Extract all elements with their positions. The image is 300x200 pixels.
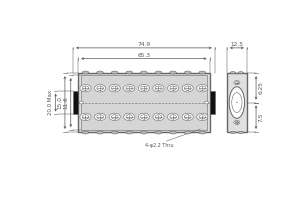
Ellipse shape (82, 131, 89, 134)
Ellipse shape (82, 71, 89, 74)
Circle shape (199, 115, 206, 119)
Text: 15.0: 15.0 (57, 96, 62, 109)
Circle shape (124, 85, 135, 92)
Circle shape (155, 115, 162, 119)
Bar (210, 91, 215, 114)
Ellipse shape (111, 71, 118, 74)
Ellipse shape (140, 71, 147, 74)
Circle shape (97, 115, 103, 119)
Circle shape (80, 113, 91, 121)
Circle shape (155, 86, 162, 90)
Ellipse shape (199, 71, 206, 74)
Circle shape (141, 115, 147, 119)
Circle shape (167, 113, 178, 121)
Text: 74.9: 74.9 (137, 42, 150, 47)
Circle shape (199, 86, 206, 90)
Circle shape (234, 120, 240, 124)
Ellipse shape (97, 71, 104, 74)
Ellipse shape (170, 131, 176, 134)
Circle shape (126, 86, 133, 90)
Ellipse shape (170, 71, 176, 74)
Circle shape (111, 86, 118, 90)
Circle shape (126, 115, 133, 119)
Text: 4-φ2.2 Thru: 4-φ2.2 Thru (145, 143, 174, 148)
Text: 7.5: 7.5 (259, 112, 264, 122)
Circle shape (236, 102, 238, 103)
Circle shape (80, 85, 91, 92)
Ellipse shape (230, 131, 236, 133)
Circle shape (184, 115, 191, 119)
Ellipse shape (238, 72, 244, 74)
Circle shape (141, 86, 147, 90)
Ellipse shape (126, 131, 133, 134)
Ellipse shape (111, 131, 118, 134)
Ellipse shape (232, 93, 242, 112)
Circle shape (124, 113, 135, 121)
Circle shape (170, 86, 176, 90)
Ellipse shape (230, 72, 236, 74)
Ellipse shape (229, 87, 244, 118)
Ellipse shape (184, 131, 191, 134)
Circle shape (153, 113, 164, 121)
Circle shape (82, 86, 89, 90)
Ellipse shape (184, 71, 191, 74)
Circle shape (79, 101, 83, 104)
Ellipse shape (238, 131, 244, 133)
Circle shape (182, 113, 193, 121)
Ellipse shape (97, 131, 104, 134)
Circle shape (182, 85, 193, 92)
Ellipse shape (155, 131, 162, 134)
Circle shape (82, 115, 89, 119)
Circle shape (94, 85, 106, 92)
Circle shape (234, 81, 240, 85)
Circle shape (197, 85, 208, 92)
Ellipse shape (199, 131, 206, 134)
Bar (227, 73, 247, 132)
Text: 12.5: 12.5 (230, 42, 243, 47)
Text: 6.25: 6.25 (259, 81, 264, 94)
Circle shape (97, 86, 103, 90)
Circle shape (184, 86, 191, 90)
Circle shape (138, 113, 149, 121)
Bar (78, 73, 209, 132)
Circle shape (167, 85, 178, 92)
Circle shape (109, 113, 120, 121)
Ellipse shape (140, 131, 147, 134)
Bar (81, 75, 207, 130)
Circle shape (94, 113, 106, 121)
Bar (73, 91, 78, 114)
Ellipse shape (126, 71, 133, 74)
Circle shape (138, 85, 149, 92)
Circle shape (235, 82, 239, 84)
Circle shape (235, 121, 239, 124)
Circle shape (197, 113, 208, 121)
Circle shape (170, 115, 176, 119)
Circle shape (153, 85, 164, 92)
Text: 20.0 Max: 20.0 Max (48, 90, 53, 115)
Circle shape (204, 101, 208, 104)
Circle shape (109, 85, 120, 92)
Text: 65.3: 65.3 (137, 53, 150, 58)
Circle shape (111, 115, 118, 119)
Text: 11.6: 11.6 (63, 96, 68, 109)
Ellipse shape (155, 71, 162, 74)
